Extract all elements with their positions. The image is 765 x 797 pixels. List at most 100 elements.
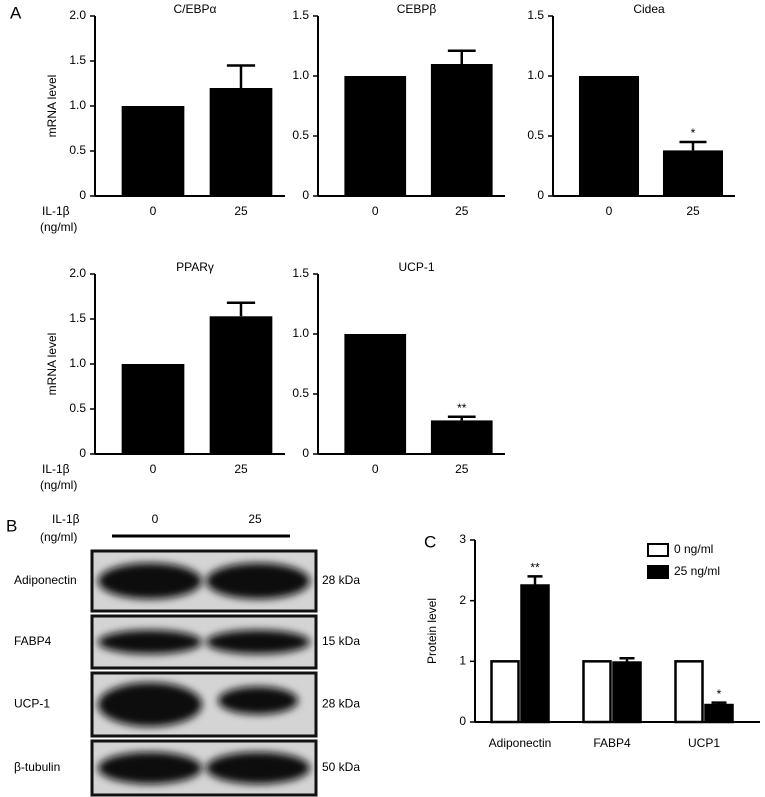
y-axis-label: mRNA level	[45, 333, 59, 396]
y-tick-label: 1.5	[69, 311, 86, 325]
y-tick-label: 2.0	[69, 8, 86, 22]
bar	[582, 660, 612, 724]
blot-band	[206, 752, 310, 784]
y-tick-label: 2	[459, 593, 466, 607]
x-axis-label: IL-1β	[42, 462, 70, 476]
panel-label: C	[424, 532, 436, 551]
error-bar	[447, 49, 476, 64]
lane-label: 25	[248, 512, 262, 526]
annotation: **	[530, 561, 540, 575]
bar	[430, 64, 493, 196]
y-tick-label: 1.0	[69, 98, 86, 112]
bar	[209, 88, 273, 196]
y-tick-label: 0	[537, 188, 544, 202]
bar	[209, 316, 273, 454]
bar	[662, 150, 724, 196]
y-tick-label: 0	[302, 446, 309, 460]
y-tick-label: 1.0	[292, 68, 309, 82]
bar	[674, 660, 704, 724]
y-tick-label: 0.5	[69, 401, 86, 415]
panel-label: A	[10, 3, 22, 22]
x-tick-label: 0	[606, 204, 613, 218]
chart-title: CEBPβ	[397, 2, 437, 16]
y-tick-label: 3	[459, 532, 466, 546]
protein-label: FABP4	[14, 634, 52, 648]
blot-band	[98, 752, 202, 784]
treatment-label: (ng/ml)	[40, 530, 77, 544]
legend-swatch	[647, 565, 669, 579]
y-tick-label: 1	[459, 654, 466, 668]
bar	[344, 76, 407, 196]
x-tick-label: 25	[455, 462, 469, 476]
chart-title: UCP-1	[398, 260, 434, 274]
x-tick-label: 25	[686, 204, 700, 218]
lane-label: 0	[152, 512, 159, 526]
x-tick-label: FABP4	[593, 736, 631, 750]
y-tick-label: 0.5	[292, 386, 309, 400]
legend-label: 25 ng/ml	[674, 564, 720, 578]
x-tick-label: 25	[234, 462, 248, 476]
bar	[344, 334, 407, 454]
treatment-label: IL-1β	[52, 512, 80, 526]
blot-band	[98, 682, 202, 727]
bar	[121, 364, 185, 454]
blot-band	[218, 686, 298, 715]
x-tick-label: 0	[150, 204, 157, 218]
y-tick-label: 1.0	[527, 68, 544, 82]
x-tick-label: 25	[455, 204, 469, 218]
error-bar	[447, 415, 476, 421]
y-tick-label: 0.5	[527, 128, 544, 142]
bar	[121, 106, 185, 196]
x-axis-label: (ng/ml)	[40, 220, 77, 234]
error-bar	[679, 140, 707, 151]
annotation: **	[457, 401, 467, 415]
y-tick-label: 2.0	[69, 266, 86, 280]
legend-label: 0 ng/ml	[674, 542, 713, 556]
y-axis-label: Protein level	[425, 598, 439, 664]
x-tick-label: 0	[150, 462, 157, 476]
blot-band	[98, 563, 202, 599]
x-axis-label: (ng/ml)	[40, 478, 77, 492]
error-bar	[527, 575, 543, 586]
bar	[612, 661, 642, 724]
error-bar	[711, 701, 727, 706]
y-tick-label: 1.5	[292, 8, 309, 22]
x-tick-label: 0	[372, 462, 379, 476]
x-tick-label: 0	[372, 204, 379, 218]
x-tick-label: 25	[234, 204, 248, 218]
y-tick-label: 1.0	[69, 356, 86, 370]
annotation: *	[717, 687, 722, 701]
x-tick-label: Adiponectin	[489, 736, 552, 750]
chart-title: PPARγ	[176, 260, 214, 274]
y-tick-label: 0.5	[69, 143, 86, 157]
error-bar	[226, 301, 256, 317]
x-tick-label: UCP1	[688, 736, 720, 750]
y-tick-label: 0	[79, 446, 86, 460]
legend-swatch	[647, 543, 669, 557]
chart-title: C/EBPα	[174, 2, 217, 16]
bar	[704, 703, 734, 724]
size-label: 50 kDa	[322, 760, 360, 774]
bar	[490, 660, 520, 724]
x-axis-label: IL-1β	[42, 204, 70, 218]
y-tick-label: 1.5	[69, 53, 86, 67]
y-tick-label: 1.5	[527, 8, 544, 22]
size-label: 28 kDa	[322, 697, 360, 711]
bar	[520, 584, 550, 724]
y-tick-label: 0	[79, 188, 86, 202]
bar	[430, 420, 493, 454]
size-label: 28 kDa	[322, 573, 360, 587]
y-tick-label: 0	[302, 188, 309, 202]
y-tick-label: 0.5	[292, 128, 309, 142]
protein-label: UCP-1	[14, 697, 50, 711]
blot-band	[98, 630, 202, 654]
bar	[578, 76, 640, 196]
y-axis-label: mRNA level	[45, 75, 59, 138]
y-tick-label: 1.5	[292, 266, 309, 280]
error-bar	[226, 64, 256, 88]
annotation: *	[691, 126, 696, 140]
size-label: 15 kDa	[322, 634, 360, 648]
panel-label: B	[6, 516, 17, 535]
chart-title: Cidea	[633, 2, 665, 16]
